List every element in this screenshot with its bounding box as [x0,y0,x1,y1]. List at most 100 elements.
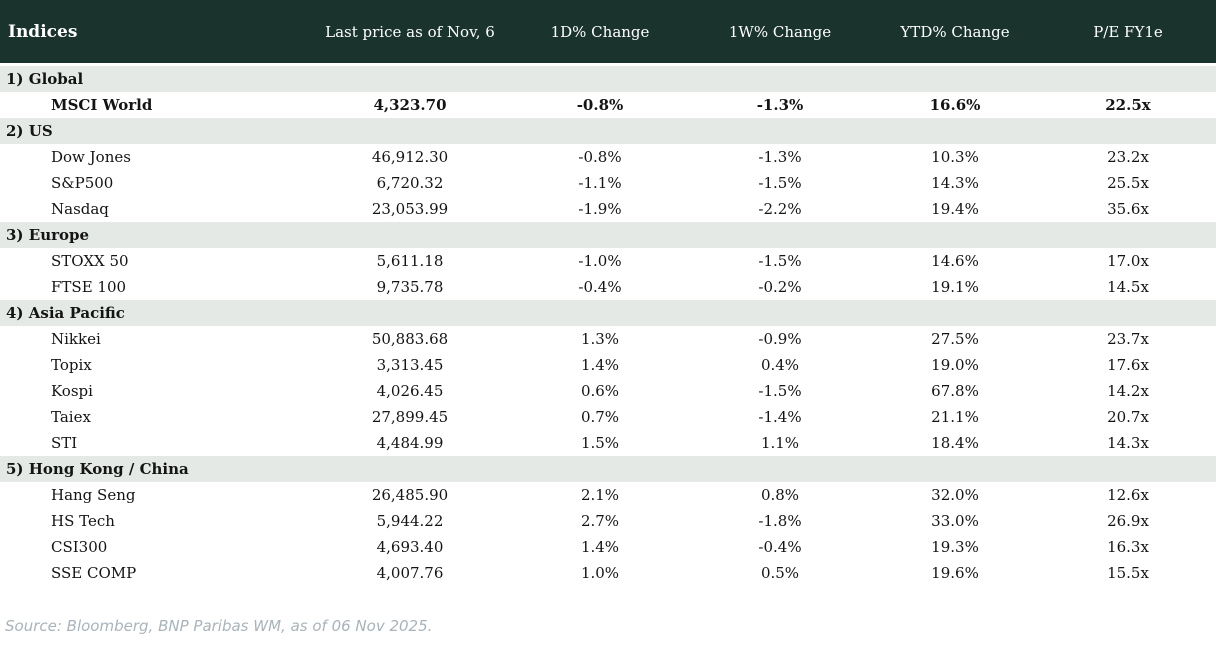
section-label: 4) Asia Pacific [0,300,1216,326]
change-1d: 2.7% [510,508,690,534]
column-header-1d-change: 1D% Change [510,0,690,66]
pe-ratio: 35.6x [1040,196,1216,222]
index-name: Nikkei [0,326,310,352]
change-1d: 1.0% [510,560,690,586]
index-name: SSE COMP [0,560,310,586]
change-ytd: 19.3% [870,534,1040,560]
index-row: Topix 3,313.45 1.4% 0.4% 19.0% 17.6x [0,352,1216,378]
index-row: STI 4,484.99 1.5% 1.1% 18.4% 14.3x [0,430,1216,456]
change-ytd: 19.1% [870,274,1040,300]
index-name: HS Tech [0,508,310,534]
change-1w: -1.4% [690,404,870,430]
change-ytd: 14.3% [870,170,1040,196]
change-ytd: 18.4% [870,430,1040,456]
last-price: 4,323.70 [310,92,510,118]
change-1d: 2.1% [510,482,690,508]
last-price: 4,484.99 [310,430,510,456]
pe-ratio: 15.5x [1040,560,1216,586]
pe-ratio: 23.2x [1040,144,1216,170]
pe-ratio: 14.3x [1040,430,1216,456]
index-name: CSI300 [0,534,310,560]
change-1w: -1.3% [690,144,870,170]
index-name: Taiex [0,404,310,430]
section-label: 3) Europe [0,222,1216,248]
source-note: Source: Bloomberg, BNP Paribas WM, as of… [5,617,433,635]
change-1d: -0.8% [510,92,690,118]
index-row: Taiex 27,899.45 0.7% -1.4% 21.1% 20.7x [0,404,1216,430]
change-ytd: 16.6% [870,92,1040,118]
change-1w: -1.5% [690,378,870,404]
column-header-last-price: Last price as of Nov, 6 [310,0,510,66]
pe-ratio: 17.0x [1040,248,1216,274]
index-name: Nasdaq [0,196,310,222]
last-price: 23,053.99 [310,196,510,222]
column-header-pe: P/E FY1e [1040,0,1216,66]
change-ytd: 27.5% [870,326,1040,352]
change-1w: -1.3% [690,92,870,118]
pe-ratio: 16.3x [1040,534,1216,560]
change-1d: 0.7% [510,404,690,430]
indices-table: Indices Last price as of Nov, 6 1D% Chan… [0,0,1216,586]
index-row: Kospi 4,026.45 0.6% -1.5% 67.8% 14.2x [0,378,1216,404]
change-ytd: 32.0% [870,482,1040,508]
pe-ratio: 14.5x [1040,274,1216,300]
change-1w: 0.5% [690,560,870,586]
index-name: STI [0,430,310,456]
change-1w: -0.9% [690,326,870,352]
change-1w: -0.2% [690,274,870,300]
change-1w: -2.2% [690,196,870,222]
index-row: CSI300 4,693.40 1.4% -0.4% 19.3% 16.3x [0,534,1216,560]
last-price: 26,485.90 [310,482,510,508]
change-ytd: 19.0% [870,352,1040,378]
change-1d: 1.3% [510,326,690,352]
index-row: HS Tech 5,944.22 2.7% -1.8% 33.0% 26.9x [0,508,1216,534]
section-label: 1) Global [0,64,1216,92]
change-1d: -1.9% [510,196,690,222]
index-row: Hang Seng 26,485.90 2.1% 0.8% 32.0% 12.6x [0,482,1216,508]
change-1w: 0.8% [690,482,870,508]
pe-ratio: 20.7x [1040,404,1216,430]
table-header: Indices Last price as of Nov, 6 1D% Chan… [0,0,1216,66]
index-name: Topix [0,352,310,378]
table-title: Indices [0,0,310,66]
change-1d: 1.5% [510,430,690,456]
change-1w: -1.5% [690,170,870,196]
column-header-ytd-change: YTD% Change [870,0,1040,66]
change-ytd: 10.3% [870,144,1040,170]
change-ytd: 21.1% [870,404,1040,430]
index-row: STOXX 50 5,611.18 -1.0% -1.5% 14.6% 17.0x [0,248,1216,274]
pe-ratio: 22.5x [1040,92,1216,118]
change-ytd: 19.4% [870,196,1040,222]
index-row: S&P500 6,720.32 -1.1% -1.5% 14.3% 25.5x [0,170,1216,196]
change-1d: 1.4% [510,534,690,560]
change-1w: 1.1% [690,430,870,456]
section-row: 5) Hong Kong / China [0,456,1216,482]
change-ytd: 19.6% [870,560,1040,586]
index-name: Kospi [0,378,310,404]
change-1d: -1.0% [510,248,690,274]
index-row: Nasdaq 23,053.99 -1.9% -2.2% 19.4% 35.6x [0,196,1216,222]
last-price: 5,944.22 [310,508,510,534]
index-name: Dow Jones [0,144,310,170]
change-1d: -1.1% [510,170,690,196]
pe-ratio: 25.5x [1040,170,1216,196]
index-name: STOXX 50 [0,248,310,274]
last-price: 27,899.45 [310,404,510,430]
index-row: SSE COMP 4,007.76 1.0% 0.5% 19.6% 15.5x [0,560,1216,586]
change-1w: -0.4% [690,534,870,560]
section-label: 5) Hong Kong / China [0,456,1216,482]
change-1w: -1.8% [690,508,870,534]
last-price: 5,611.18 [310,248,510,274]
section-row: 2) US [0,118,1216,144]
section-row: 1) Global [0,64,1216,92]
section-label: 2) US [0,118,1216,144]
table-body: 1) Global MSCI World 4,323.70 -0.8% -1.3% 16.… [0,64,1216,586]
last-price: 6,720.32 [310,170,510,196]
column-header-1w-change: 1W% Change [690,0,870,66]
last-price: 4,693.40 [310,534,510,560]
index-name: MSCI World [0,92,310,118]
pe-ratio: 26.9x [1040,508,1216,534]
change-1d: -0.4% [510,274,690,300]
section-row: 4) Asia Pacific [0,300,1216,326]
index-row: MSCI World 4,323.70 -0.8% -1.3% 16.6% 22.5x [0,92,1216,118]
